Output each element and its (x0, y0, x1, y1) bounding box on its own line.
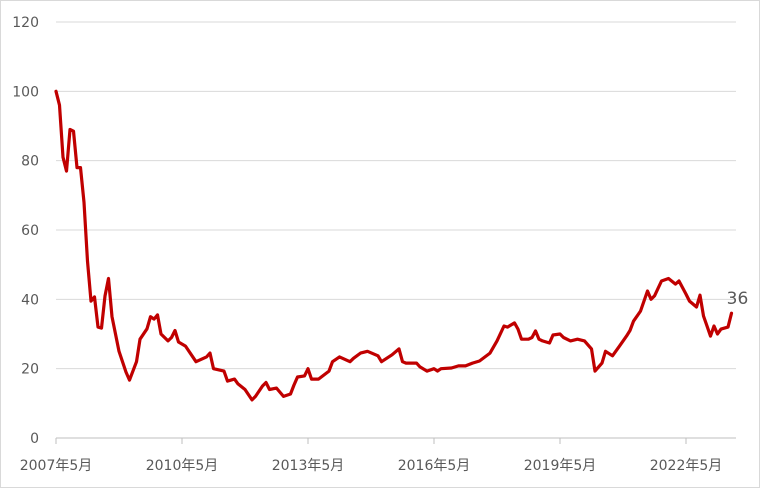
y-tick-label: 120 (12, 15, 39, 31)
y-tick-label: 80 (21, 154, 39, 170)
x-tick-label: 2010年5月 (146, 458, 219, 474)
x-tick-label: 2019年5月 (524, 458, 597, 474)
x-tick-label: 2022年5月 (650, 458, 723, 474)
y-tick-label: 60 (21, 223, 39, 239)
x-tick-label: 2016年5月 (398, 458, 471, 474)
x-tick-label: 2013年5月 (272, 458, 345, 474)
y-tick-label: 40 (21, 292, 39, 308)
x-tick-label: 2007年5月 (20, 458, 93, 474)
y-tick-label: 100 (12, 84, 39, 100)
end-data-label: 36 (727, 289, 749, 309)
series-line (56, 91, 732, 400)
y-tick-label: 0 (30, 431, 39, 447)
y-tick-label: 20 (21, 362, 39, 378)
